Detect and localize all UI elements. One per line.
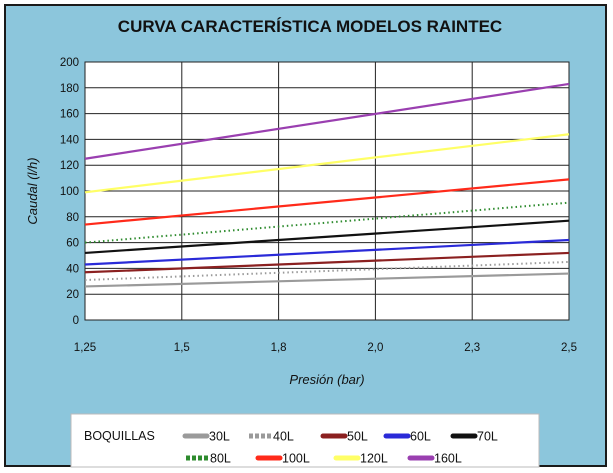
- x-tick-label: 1,25: [74, 342, 96, 354]
- series-line-100L: [84, 178, 570, 226]
- x-axis-label: Presión (bar): [289, 372, 364, 387]
- y-tick-label: 160: [60, 109, 79, 121]
- x-tick-label: 2,5: [561, 342, 577, 354]
- y-tick-label: 20: [66, 289, 79, 301]
- legend-label-40L: 40L: [273, 430, 294, 444]
- legend-title: BOQUILLAS: [84, 429, 155, 443]
- chart-title: CURVA CARACTERÍSTICA MODELOS RAINTEC: [118, 17, 502, 36]
- y-tick-label: 140: [60, 134, 79, 146]
- legend-label-120L: 120L: [360, 452, 388, 466]
- series-line-160L: [84, 82, 570, 160]
- y-tick-label: 120: [60, 160, 79, 172]
- legend-label-100L: 100L: [282, 452, 310, 466]
- x-tick-label: 2,3: [464, 342, 480, 354]
- legend-label-80L: 80L: [210, 452, 231, 466]
- series-line-50L: [84, 251, 570, 274]
- y-tick-label: 80: [66, 212, 79, 224]
- y-tick-label: 180: [60, 83, 79, 95]
- legend-label-160L: 160L: [434, 452, 462, 466]
- legend-box: [70, 413, 540, 468]
- legend-label-60L: 60L: [410, 430, 431, 444]
- x-tick-label: 1,5: [174, 342, 190, 354]
- x-tick-label: 2,0: [367, 342, 383, 354]
- y-tick-label: 200: [60, 57, 79, 69]
- y-axis-label: Caudal (l/h): [25, 157, 40, 224]
- legend-label-70L: 70L: [477, 430, 498, 444]
- series-line-60L: [84, 238, 570, 266]
- y-tick-label: 0: [73, 315, 79, 327]
- series-line-30L: [84, 272, 570, 288]
- legend-label-50L: 50L: [347, 430, 368, 444]
- y-tick-label: 60: [66, 238, 79, 250]
- y-tick-label: 40: [66, 263, 79, 275]
- series-line-70L: [84, 219, 570, 255]
- series-line-120L: [84, 133, 570, 194]
- y-tick-label: 100: [60, 186, 79, 198]
- x-tick-label: 1,8: [271, 342, 287, 354]
- legend-label-30L: 30L: [209, 430, 230, 444]
